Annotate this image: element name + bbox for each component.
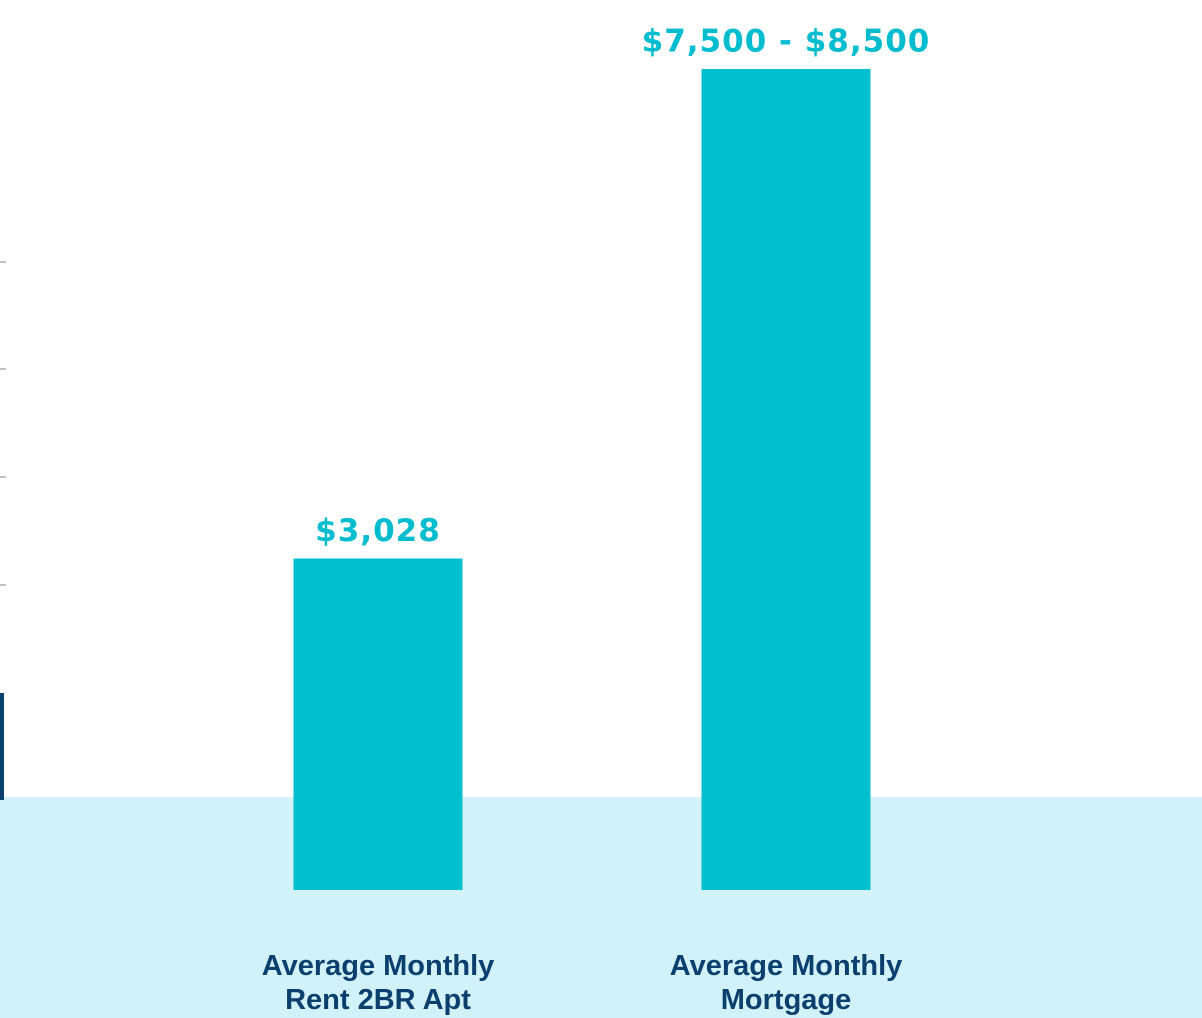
edge-accent xyxy=(0,693,4,800)
bar xyxy=(293,558,463,890)
category-label: Average Monthly Rent 2BR Apt xyxy=(261,950,495,1016)
category-label: Average Monthly Mortgage xyxy=(669,950,903,1016)
value-label: $3,028 xyxy=(315,513,441,549)
value-label: $7,500 - $8,500 xyxy=(642,24,931,60)
bar xyxy=(701,69,871,890)
base-band xyxy=(0,797,1202,1018)
